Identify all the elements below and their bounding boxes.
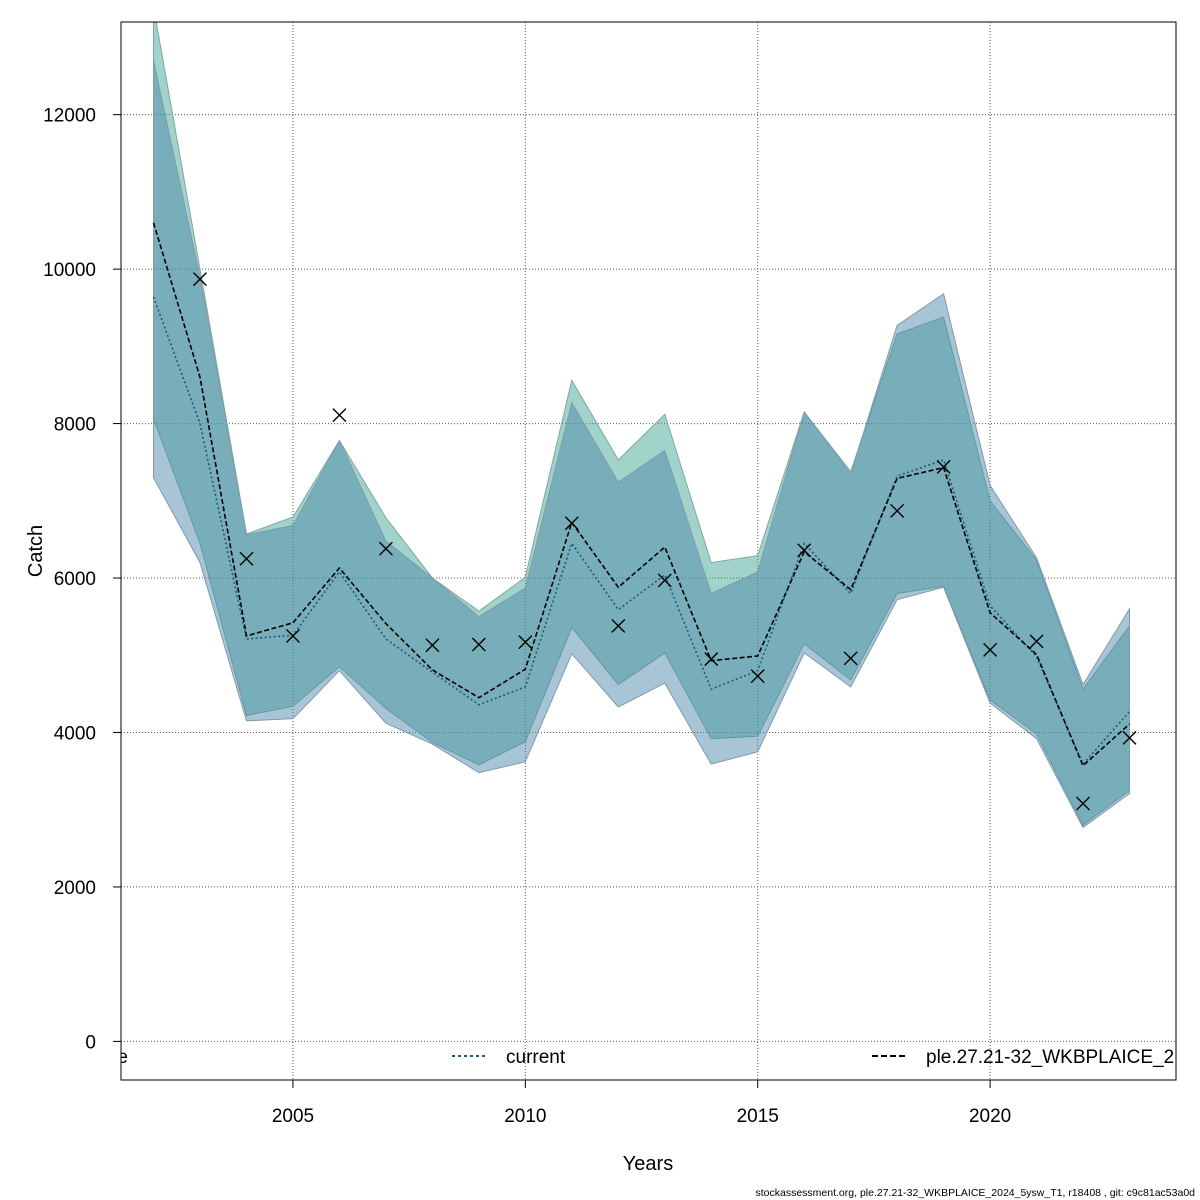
observation-point: [1122, 730, 1137, 745]
observation-point: [611, 618, 626, 633]
y-tick-label: 4000: [54, 723, 96, 744]
observation-point: [1029, 634, 1044, 649]
observation-point: [425, 638, 440, 653]
observation-markers: [193, 272, 1137, 811]
series-line-alt: [152, 222, 1131, 768]
observation-point: [936, 459, 951, 474]
y-tick-label: 6000: [54, 569, 96, 590]
source-footer: stockassessment.org, ple.27.21-32_WKBPLA…: [755, 1187, 1195, 1199]
observation-cross-b: [518, 635, 533, 650]
y-tick-label: 12000: [43, 106, 96, 127]
x-axis-title: Years: [623, 1153, 673, 1175]
observation-point: [797, 543, 812, 558]
observation-point: [704, 652, 719, 667]
observation-cross-b: [471, 637, 486, 652]
observation-point: [378, 541, 393, 556]
y-tick-label: 10000: [43, 260, 96, 281]
legend-clipped-label: e: [117, 1047, 128, 1068]
observation-point: [471, 637, 486, 652]
observation-cross-b: [750, 669, 765, 684]
observation-point: [890, 503, 905, 518]
observation-cross-b: [890, 503, 905, 518]
observation-cross-b: [425, 638, 440, 653]
series-line-current: [152, 296, 1131, 766]
x-tick-label: 2010: [504, 1106, 546, 1127]
observation-cross-b: [378, 541, 393, 556]
observation-cross-b: [1076, 796, 1091, 811]
observation-cross-b: [564, 516, 579, 531]
observation-cross-b: [285, 628, 300, 643]
confidence-bands: [153, 22, 1130, 829]
observation-cross-b: [797, 543, 812, 558]
observation-point: [518, 635, 533, 650]
plot-frame: [120, 21, 1177, 1081]
legend: e current ple.27.21-32_WKBPLAICE_2: [117, 1047, 1174, 1068]
observation-point: [332, 408, 347, 423]
series-lines: [152, 222, 1131, 768]
observation-point: [564, 516, 579, 531]
x-tick-label: 2015: [737, 1106, 779, 1127]
observation-cross-b: [657, 573, 672, 588]
y-axis-title: Catch: [25, 525, 47, 577]
observation-point: [239, 551, 254, 566]
observation-cross-b: [1122, 730, 1137, 745]
observation-point: [750, 669, 765, 684]
observation-point: [193, 272, 208, 287]
observation-cross-b: [704, 652, 719, 667]
observation-cross-b: [843, 651, 858, 666]
y-axis: 0 2000 4000 6000 8000 10000 12000: [43, 106, 121, 1053]
observation-cross-b: [611, 618, 626, 633]
y-tick-label: 0: [85, 1032, 96, 1053]
observation-cross-b: [983, 642, 998, 657]
observation-point: [285, 628, 300, 643]
x-axis: 2005 2010 2015 2020: [272, 1080, 1011, 1127]
y-tick-label: 8000: [54, 415, 96, 436]
observation-cross-b: [936, 459, 951, 474]
observation-point: [983, 642, 998, 657]
observation-cross-b: [332, 408, 347, 423]
legend-label-current: current: [506, 1047, 566, 1068]
observation-point: [657, 573, 672, 588]
observation-cross-b: [239, 551, 254, 566]
y-tick-label: 2000: [54, 878, 96, 899]
legend-label-alt: ple.27.21-32_WKBPLAICE_2: [926, 1047, 1174, 1068]
grid: [121, 22, 1176, 1080]
x-tick-label: 2020: [969, 1106, 1011, 1127]
x-tick-label: 2005: [272, 1106, 314, 1127]
observation-point: [1076, 796, 1091, 811]
observation-cross-b: [193, 272, 208, 287]
observation-cross-b: [1029, 634, 1044, 649]
observation-point: [843, 651, 858, 666]
